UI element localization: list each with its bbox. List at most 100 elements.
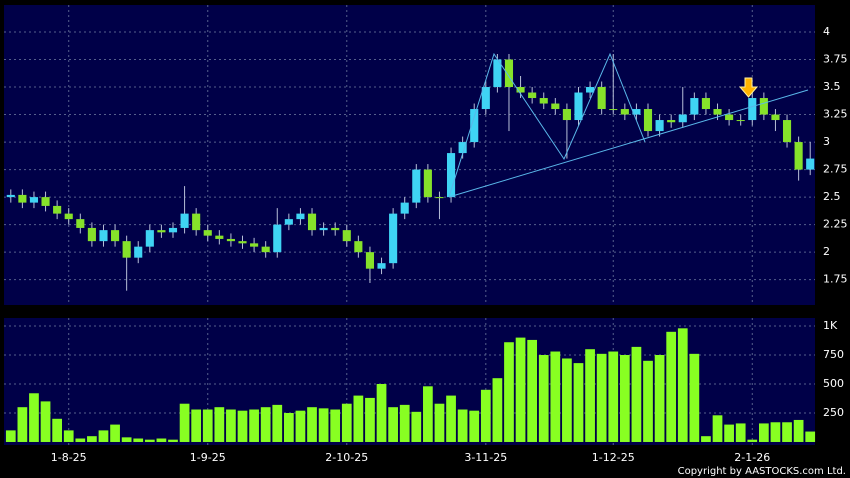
candle-body	[782, 120, 792, 143]
volume-bar	[168, 439, 178, 442]
volume-bar	[504, 342, 514, 442]
volume-bar	[538, 354, 549, 442]
volume-bar	[330, 409, 341, 442]
zigzag-line	[448, 52, 646, 198]
candle-body	[481, 87, 490, 110]
volume-tick-label: 1K	[823, 319, 838, 332]
candle-body	[365, 252, 375, 269]
volume-bar	[735, 423, 746, 442]
candle-body	[238, 241, 247, 244]
volume-bar	[689, 353, 700, 442]
copyright: Copyright by AASTOCKS.com Ltd.	[678, 466, 846, 477]
y-tick-label: 3.25	[823, 108, 848, 121]
volume-bar	[283, 412, 294, 442]
candle-body	[690, 98, 699, 115]
candle-body	[678, 114, 687, 123]
volume-bar	[446, 395, 456, 442]
candle-body	[111, 230, 120, 242]
volume-bar	[63, 430, 74, 442]
candle-body	[713, 109, 722, 115]
candle-body	[435, 197, 444, 199]
volume-bar	[631, 346, 642, 442]
candle-body	[168, 227, 178, 233]
volume-bar	[156, 438, 167, 442]
candle-body	[609, 109, 618, 111]
candle-body	[331, 227, 340, 231]
candle-body	[504, 59, 514, 88]
candle-body	[226, 238, 235, 242]
candle-body	[539, 98, 548, 104]
marks	[5, 53, 816, 442]
candle-body	[284, 219, 293, 225]
volume-bar	[121, 437, 132, 442]
candle-body	[632, 109, 641, 115]
volume-bar	[17, 407, 28, 442]
volume-bar	[654, 354, 665, 442]
volume-bar	[411, 411, 422, 442]
y-tick-label: 4	[823, 25, 830, 38]
y-tick-label: 3	[823, 135, 830, 148]
candle-body	[354, 241, 363, 253]
volume-bar	[376, 383, 387, 442]
candle-body	[157, 230, 166, 233]
volume-bar	[643, 360, 653, 442]
candle-body	[41, 197, 50, 206]
candle-body	[736, 120, 745, 122]
candle-body	[18, 194, 27, 203]
candle-body	[342, 230, 351, 242]
volume-bar	[5, 430, 16, 442]
volume-bar	[701, 436, 711, 442]
volume-bar	[457, 409, 468, 442]
candle-body	[122, 241, 131, 258]
volume-bar	[527, 339, 538, 442]
candle-body	[412, 169, 421, 203]
y-tick-label: 1.75	[823, 273, 848, 286]
candle-body	[574, 92, 583, 121]
volume-bar	[677, 328, 688, 442]
x-tick-label: 2-10-25	[325, 451, 368, 464]
candle-body	[145, 230, 154, 247]
candle-body	[586, 87, 595, 93]
volume-bar	[133, 438, 144, 442]
candle-body	[759, 98, 768, 115]
volume-bar	[388, 407, 398, 442]
volume-bar	[98, 430, 109, 442]
volume-bar	[562, 358, 572, 442]
volume-bar	[724, 424, 734, 442]
volume-bar	[805, 431, 816, 442]
volume-bar	[29, 393, 39, 442]
volume-bar	[782, 422, 792, 442]
volume-bar	[214, 407, 225, 442]
y-tick-label: 3.5	[823, 80, 841, 93]
candle-body	[446, 153, 456, 198]
volume-bar	[585, 349, 595, 442]
volume-bar	[40, 401, 51, 442]
volume-bar	[573, 363, 584, 442]
y-tick-label: 2.25	[823, 218, 848, 231]
grid: 1.75 2 2.25 2.5 2.75 3 3.25 3.5 3.75 4 250 500 750 1K…	[4, 5, 848, 464]
y-tick-label: 2	[823, 245, 830, 258]
volume-bar	[144, 439, 155, 442]
candle-body	[215, 235, 224, 239]
candle-body	[389, 213, 398, 264]
candle-body	[551, 103, 560, 110]
volume-bar	[307, 407, 317, 442]
candle-body	[470, 109, 479, 143]
candle-body	[423, 169, 432, 198]
candle-body	[180, 213, 189, 228]
candle-body	[748, 98, 757, 121]
volume-bar	[550, 351, 561, 442]
x-tick-label: 1-12-25	[592, 451, 635, 464]
volume-bar	[191, 409, 202, 442]
candle-body	[273, 224, 282, 253]
volume-bar	[492, 378, 503, 442]
annotations	[448, 52, 809, 198]
candle-body	[667, 120, 676, 123]
volume-tick-label: 750	[823, 348, 844, 361]
volume-bar	[272, 404, 283, 442]
candle-body	[377, 263, 386, 269]
volume-bar	[619, 354, 630, 442]
candle-body	[76, 219, 85, 228]
candle-body	[794, 142, 803, 170]
candle-body	[597, 87, 606, 110]
